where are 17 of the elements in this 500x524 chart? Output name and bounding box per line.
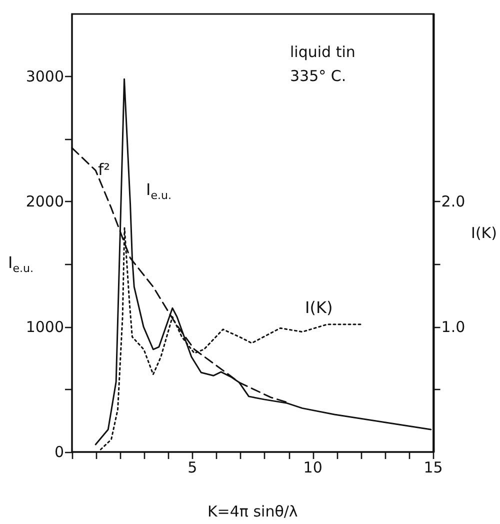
x-tick-label: 10 <box>303 458 322 476</box>
y-tick-label: 1000 <box>26 318 64 336</box>
annotation: f² <box>98 160 110 179</box>
y2-tick-label: 1.0 <box>441 318 466 336</box>
x-tick-label: 15 <box>424 458 443 476</box>
x-tick-label: 5 <box>188 458 198 476</box>
y2-axis-title: I(K) <box>471 224 498 242</box>
x-axis-title: K=4π sinθ/λ <box>207 502 298 520</box>
annotation: 335° C. <box>290 67 346 85</box>
annotation: I(K) <box>305 298 333 317</box>
y-tick-label: 0 <box>54 443 64 461</box>
annotation: liquid tin <box>290 43 356 61</box>
y-tick-label: 2000 <box>26 192 64 211</box>
annotation: I$_{e.u.}$ <box>146 180 172 202</box>
y2-tick-label: 2.0 <box>441 192 466 211</box>
y-tick-label: 3000 <box>26 68 64 86</box>
y-axis-title: I$_{e.u.}$ <box>8 253 34 276</box>
